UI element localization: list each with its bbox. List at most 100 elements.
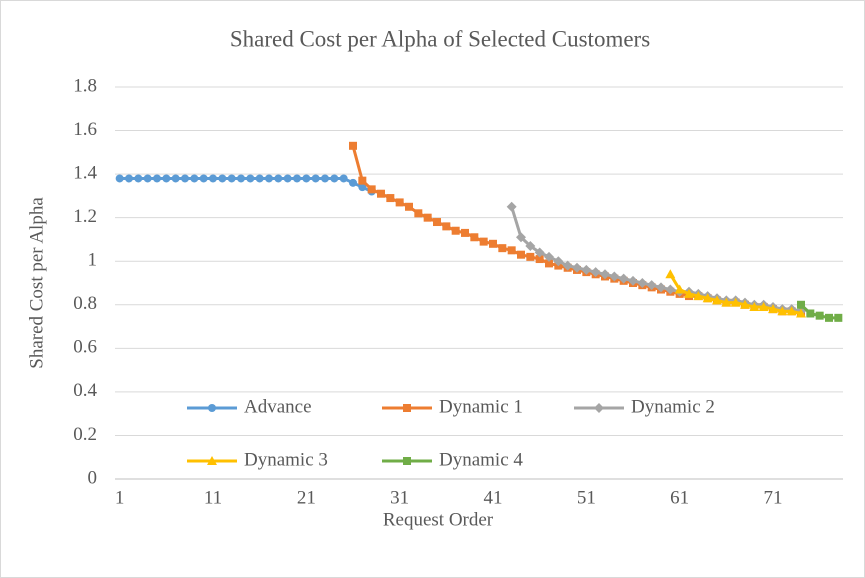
legend-marker	[403, 404, 411, 412]
marker	[274, 174, 283, 183]
marker	[405, 202, 413, 211]
marker	[749, 301, 760, 311]
marker	[740, 299, 750, 309]
x-tick-label: 61	[670, 487, 689, 508]
y-tick-label: 1.4	[73, 162, 97, 183]
marker	[255, 174, 264, 183]
marker	[526, 252, 535, 261]
x-tick-label: 71	[764, 487, 783, 508]
marker	[628, 275, 638, 286]
x-tick-label: 11	[204, 487, 222, 508]
y-tick-label: 1.8	[73, 75, 97, 96]
marker	[572, 262, 582, 273]
marker	[507, 246, 516, 255]
marker	[265, 174, 273, 183]
marker	[825, 313, 833, 322]
marker	[349, 141, 357, 150]
marker	[609, 271, 620, 282]
marker	[637, 278, 648, 288]
y-tick-label: 1.6	[73, 119, 97, 140]
marker	[209, 174, 217, 183]
marker	[115, 174, 124, 183]
marker	[758, 301, 769, 311]
marker	[684, 288, 694, 298]
marker	[525, 240, 536, 251]
marker	[227, 174, 236, 183]
marker	[358, 176, 367, 185]
marker	[377, 189, 385, 198]
marker	[237, 174, 245, 183]
marker	[665, 284, 676, 295]
marker	[358, 183, 367, 192]
marker	[302, 174, 311, 183]
marker	[246, 174, 255, 183]
marker	[656, 282, 666, 293]
marker	[786, 306, 797, 316]
y-axis-label: Shared Cost per Alpha	[26, 197, 47, 369]
marker	[535, 255, 544, 264]
marker	[423, 213, 432, 222]
chart-title: Shared Cost per Alpha of Selected Custom…	[230, 26, 650, 51]
marker	[777, 306, 788, 316]
marker	[386, 194, 395, 203]
marker	[181, 174, 189, 183]
y-tick-label: 0.2	[73, 424, 97, 445]
legend-label: Dynamic 2	[631, 396, 715, 417]
marker	[433, 218, 441, 227]
marker	[321, 174, 329, 183]
marker	[498, 244, 507, 253]
marker	[545, 259, 553, 268]
marker	[693, 291, 704, 301]
marker	[506, 201, 517, 212]
marker	[367, 185, 376, 194]
x-tick-label: 21	[297, 487, 316, 508]
marker	[125, 174, 133, 183]
marker	[768, 304, 778, 314]
legend-marker	[594, 403, 604, 413]
marker	[171, 174, 180, 183]
marker	[721, 297, 732, 307]
marker	[442, 222, 451, 231]
y-tick-label: 1.2	[73, 206, 97, 227]
x-tick-label: 51	[577, 487, 596, 508]
marker	[581, 264, 592, 275]
legend-label: Dynamic 1	[439, 396, 523, 417]
marker	[730, 297, 741, 307]
x-tick-label: 41	[484, 487, 503, 508]
marker	[143, 174, 152, 183]
marker	[665, 269, 676, 279]
marker	[553, 256, 564, 267]
marker	[293, 174, 301, 183]
marker	[797, 300, 805, 309]
y-tick-label: 0.8	[73, 293, 97, 314]
y-tick-label: 0.4	[73, 380, 97, 401]
marker	[311, 174, 320, 183]
marker	[815, 311, 824, 320]
marker	[414, 209, 423, 218]
legend-marker	[403, 457, 411, 465]
marker	[834, 313, 843, 322]
marker	[283, 174, 292, 183]
series-line	[119, 176, 373, 193]
marker	[712, 295, 722, 305]
marker	[330, 174, 339, 183]
marker	[479, 237, 488, 246]
marker	[218, 174, 227, 183]
marker	[562, 260, 573, 271]
x-axis-label: Request Order	[383, 509, 494, 530]
marker	[349, 178, 357, 187]
y-tick-label: 0	[88, 467, 98, 488]
y-tick-label: 0.6	[73, 337, 97, 358]
marker	[534, 247, 545, 258]
legend-marker	[208, 404, 216, 412]
x-tick-label: 31	[390, 487, 409, 508]
marker	[470, 233, 479, 242]
marker	[646, 280, 657, 291]
marker	[489, 239, 497, 248]
marker	[451, 226, 460, 235]
marker	[395, 198, 404, 207]
marker	[544, 251, 554, 262]
legend-marker	[207, 456, 217, 465]
